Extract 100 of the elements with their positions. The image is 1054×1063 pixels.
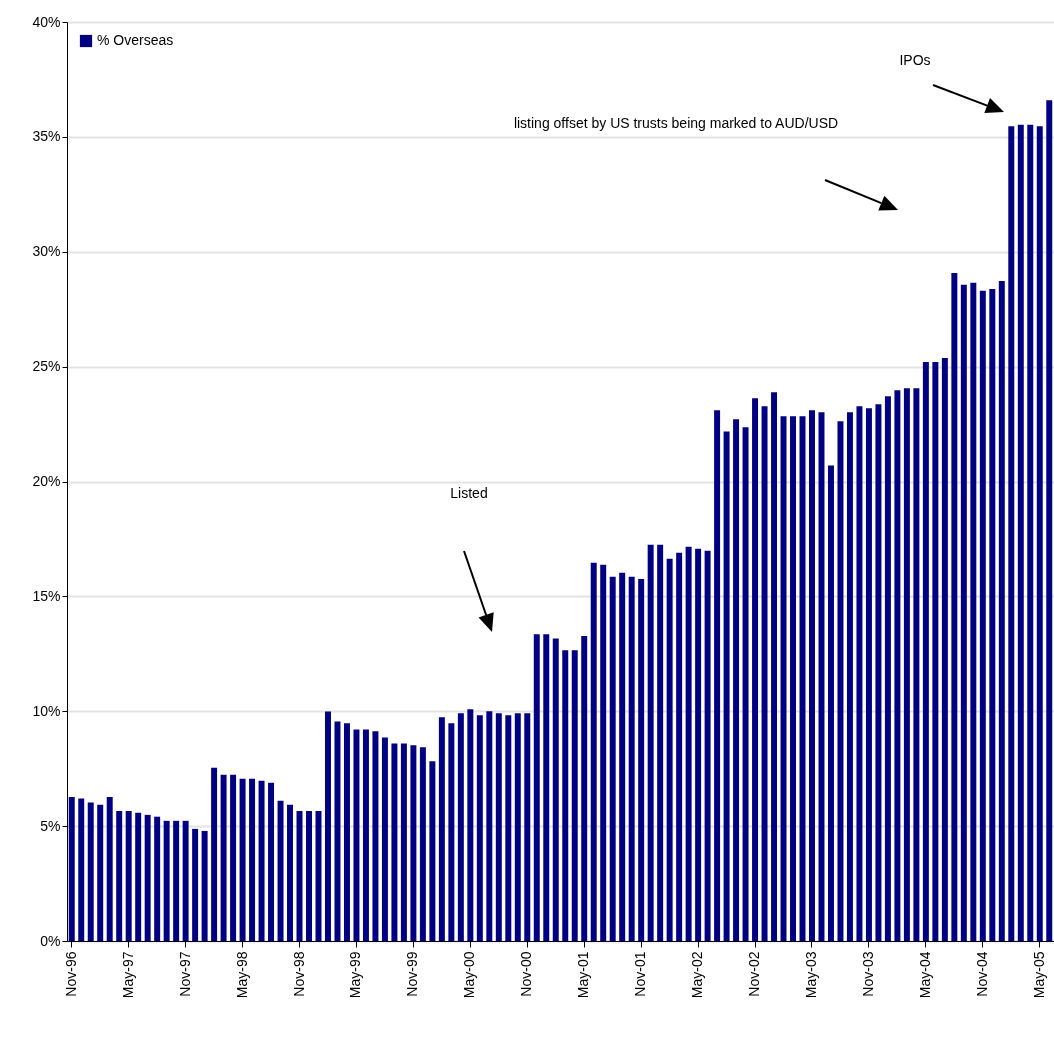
bar xyxy=(752,398,759,941)
bar xyxy=(97,804,104,941)
bar xyxy=(875,404,882,941)
bar xyxy=(846,412,853,941)
y-tick-label: 15% xyxy=(32,587,61,604)
bar xyxy=(230,774,237,941)
x-tick-label: Nov-04 xyxy=(973,951,990,997)
bar xyxy=(941,358,948,941)
x-tick-label: May-04 xyxy=(916,951,933,999)
x-tick-label: May-99 xyxy=(347,951,364,999)
bar xyxy=(951,272,958,941)
bar xyxy=(514,713,521,941)
bar xyxy=(296,810,303,941)
bar xyxy=(609,576,616,941)
bar xyxy=(543,634,550,941)
bar xyxy=(913,388,920,941)
bar xyxy=(135,812,142,941)
bar xyxy=(410,745,417,941)
annotation: Listed xyxy=(450,485,488,501)
bar xyxy=(571,650,578,941)
bar xyxy=(533,634,540,941)
bar xyxy=(1008,126,1015,941)
bar xyxy=(325,711,331,941)
bar xyxy=(638,578,645,941)
x-tick-label: Nov-96 xyxy=(62,951,79,997)
bar xyxy=(809,410,815,941)
y-tick-label: 30% xyxy=(32,243,61,260)
bar xyxy=(249,778,256,941)
bar xyxy=(106,796,113,941)
x-tick-label: May-00 xyxy=(461,951,478,999)
bar xyxy=(666,558,673,941)
bar xyxy=(1027,124,1034,941)
bar xyxy=(448,723,455,941)
bar xyxy=(590,562,597,941)
x-tick-label: May-01 xyxy=(575,951,592,999)
bar xyxy=(334,721,341,941)
bar xyxy=(989,288,996,941)
bar xyxy=(258,780,265,941)
x-tick-label: May-03 xyxy=(803,951,819,999)
bar xyxy=(742,427,749,941)
bar xyxy=(353,729,360,941)
annotation: IPOs xyxy=(899,52,931,68)
bar xyxy=(695,548,702,941)
bar xyxy=(239,778,246,941)
bar xyxy=(268,782,275,941)
bar xyxy=(173,820,180,941)
y-tick-label: 5% xyxy=(40,817,61,834)
x-tick-label: Nov-98 xyxy=(290,951,307,997)
bar xyxy=(125,810,132,941)
x-tick-label: Nov-01 xyxy=(632,951,649,997)
bar xyxy=(220,774,227,941)
bar xyxy=(1036,126,1043,941)
bar xyxy=(116,810,123,941)
bar xyxy=(144,814,151,941)
bar xyxy=(78,798,85,941)
x-tick-label: May-02 xyxy=(689,951,706,999)
bar xyxy=(922,362,929,941)
bar xyxy=(1046,100,1053,941)
bar xyxy=(704,550,711,941)
bar xyxy=(562,650,569,941)
y-tick-label: 20% xyxy=(32,473,61,489)
x-tick-label: Nov-00 xyxy=(518,951,535,997)
bar xyxy=(372,731,379,941)
bar xyxy=(998,280,1005,941)
y-tick-label: 40% xyxy=(32,13,61,30)
bar xyxy=(391,743,398,941)
bar xyxy=(761,406,768,941)
bar xyxy=(163,820,170,941)
bar xyxy=(486,711,493,941)
bar xyxy=(277,800,284,941)
annotation: listing offset by US trusts being marked to AUD/USD xyxy=(513,115,839,131)
bar xyxy=(600,564,607,941)
x-tick-label: May-97 xyxy=(119,951,136,999)
bar xyxy=(771,392,778,941)
bar xyxy=(201,830,208,941)
bar xyxy=(581,636,588,941)
bar xyxy=(381,737,388,941)
bar xyxy=(865,408,872,941)
bar xyxy=(182,820,189,941)
bar xyxy=(429,761,436,941)
bar xyxy=(211,767,218,941)
bar xyxy=(790,416,796,941)
bar xyxy=(676,552,683,941)
bar xyxy=(68,796,75,941)
bar xyxy=(970,282,977,941)
y-tick-label: 0% xyxy=(40,932,61,949)
bar xyxy=(419,747,426,941)
bar xyxy=(628,576,635,941)
bar xyxy=(343,723,350,941)
bar xyxy=(438,717,445,941)
legend-label: % Overseas xyxy=(97,32,174,48)
y-tick-label: 35% xyxy=(32,128,61,145)
bar xyxy=(894,390,901,941)
bar xyxy=(685,546,692,941)
x-tick-label: Nov-99 xyxy=(404,951,421,997)
bar xyxy=(856,406,863,941)
bar xyxy=(960,284,967,941)
y-tick-label: 25% xyxy=(32,358,61,375)
bar xyxy=(467,709,474,941)
y-tick-label: 10% xyxy=(32,702,61,719)
